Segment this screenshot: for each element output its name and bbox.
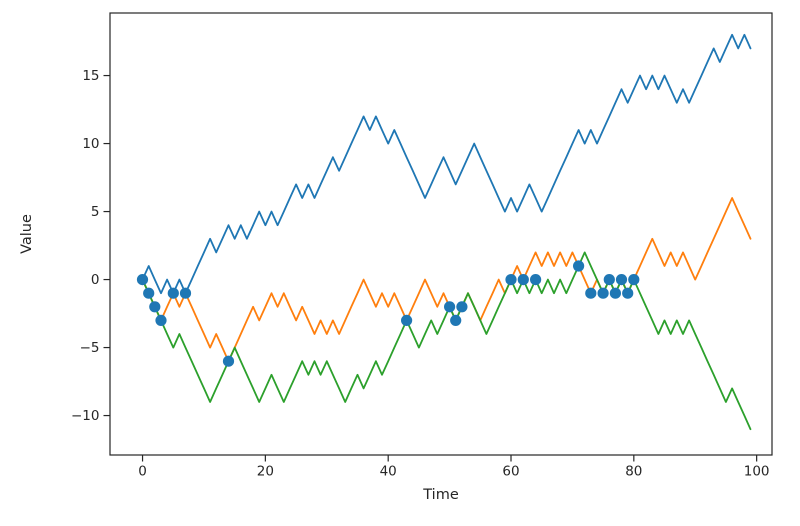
- y-axis-label: Value: [19, 214, 35, 254]
- crossing-marker: [179, 287, 192, 299]
- crossing-marker: [622, 287, 634, 299]
- crossing-marker: [505, 274, 517, 286]
- x-tick-label: 100: [744, 464, 770, 480]
- y-tick-label: −10: [71, 408, 100, 424]
- crossing-marker: [517, 274, 529, 286]
- crossing-marker: [603, 274, 615, 286]
- x-tick-label: 0: [138, 464, 147, 480]
- crossing-marker: [585, 287, 597, 299]
- x-tick-label: 40: [380, 464, 397, 480]
- crossing-marker: [609, 287, 622, 299]
- crossing-marker: [155, 314, 167, 326]
- crossing-marker: [401, 314, 413, 326]
- y-tick-label: 10: [82, 136, 99, 152]
- y-tick-label: 5: [91, 204, 100, 220]
- crossing-marker: [597, 287, 609, 299]
- crossing-marker: [444, 301, 456, 313]
- crossing-marker: [628, 274, 640, 286]
- crossing-marker: [167, 287, 179, 299]
- crossing-marker: [615, 274, 628, 286]
- crossing-marker: [530, 274, 542, 286]
- crossing-marker: [143, 287, 155, 299]
- crossing-marker: [136, 274, 149, 286]
- x-tick-label: 60: [502, 464, 519, 480]
- y-tick-label: 0: [91, 272, 100, 288]
- crossing-marker: [573, 260, 585, 272]
- crossing-marker: [149, 301, 161, 313]
- x-tick-label: 20: [257, 464, 274, 480]
- series-line-walk-2-orange: [141, 197, 752, 363]
- x-tick-label: 80: [625, 464, 642, 480]
- plot-border: [109, 12, 773, 456]
- crossing-marker: [222, 355, 235, 367]
- crossing-marker: [456, 301, 468, 313]
- y-tick-label: −5: [80, 340, 100, 356]
- series-line-walk-3-green: [141, 251, 752, 431]
- y-tick-label: 15: [82, 68, 99, 84]
- x-axis-label: Time: [423, 487, 459, 503]
- crossing-marker: [450, 314, 462, 326]
- series-line-walk-1-blue: [141, 33, 752, 295]
